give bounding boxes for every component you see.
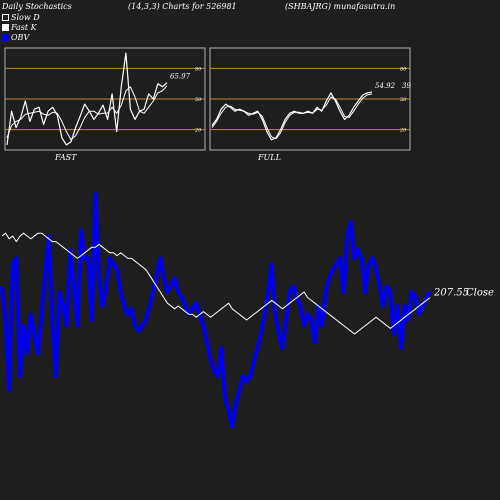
- fast-last-value-label: 65.97: [170, 73, 191, 81]
- full-level-label-20: 20: [399, 128, 407, 134]
- full-extra-label: 39: [402, 82, 411, 90]
- full-last-value-label: 54.92: [375, 82, 396, 90]
- full-level-label-50: 50: [400, 97, 407, 103]
- fast-k-swatch: [2, 24, 9, 31]
- legend-fast-k: Fast K: [2, 23, 37, 32]
- full-level-label-80: 80: [400, 66, 407, 72]
- fast-series-fast-k: [6, 52, 168, 146]
- fast-level-label-20: 20: [194, 128, 202, 134]
- fast-k-label: Fast K: [11, 23, 37, 32]
- chart-symbol: (SHBAJRG) munafasutra.in: [285, 2, 396, 11]
- slow-d-swatch: [2, 14, 9, 21]
- fast-level-label-50: 50: [195, 97, 202, 103]
- legend-slow-d: Slow D: [2, 13, 40, 22]
- obv-label: OBV: [11, 33, 30, 42]
- close-line: [1, 232, 431, 335]
- close-text-label: Close: [466, 288, 494, 299]
- chart-title: Daily Stochastics: [2, 2, 72, 11]
- chart-params: (14,3,3) Charts for 526981: [128, 2, 237, 11]
- close-value-label: 207.55: [433, 288, 469, 299]
- legend-obv: OBV: [2, 33, 29, 42]
- fast-level-label-80: 80: [195, 66, 202, 72]
- fast-panel-title: FAST: [54, 153, 77, 162]
- slow-d-label: Slow D: [11, 13, 40, 22]
- full-series-full-d: [211, 93, 373, 140]
- fast-series-slow-d: [6, 85, 168, 141]
- obv-line: [0, 192, 432, 429]
- obv-swatch: [2, 34, 9, 41]
- full-panel-title: FULL: [257, 153, 281, 162]
